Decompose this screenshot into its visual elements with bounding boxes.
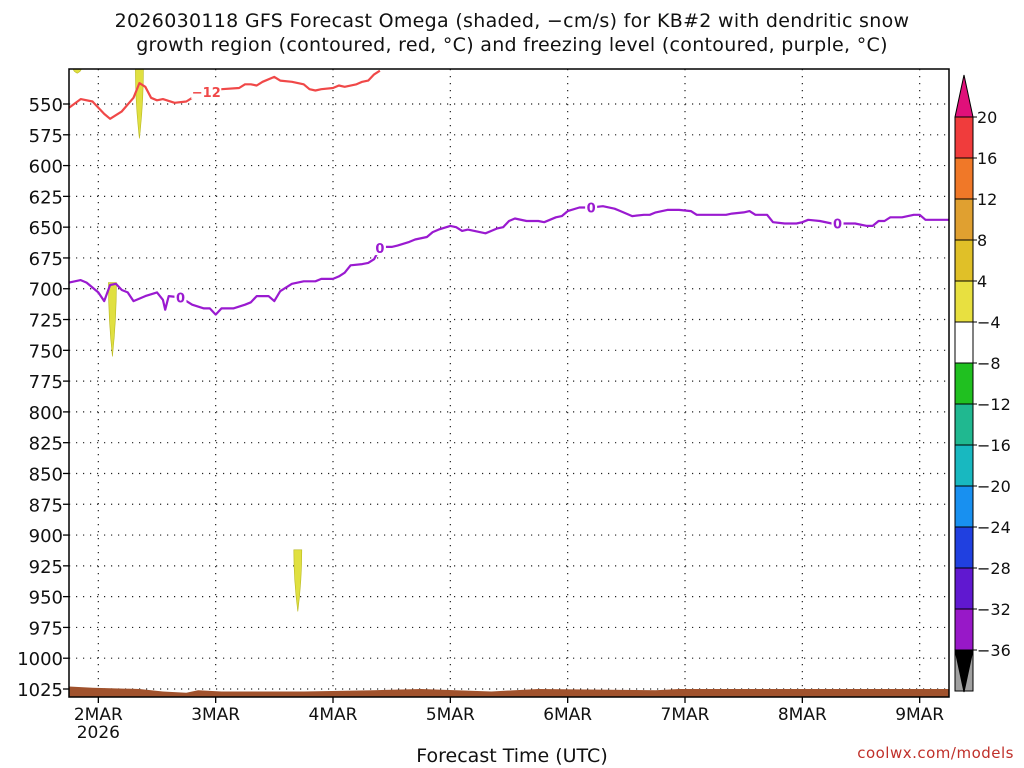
- y-tick-label: 925: [29, 557, 63, 578]
- colorbar-top-arrow: [954, 74, 974, 118]
- colorbar-label: −28: [977, 559, 1011, 578]
- y-tick-label: 600: [29, 157, 63, 178]
- y-tick-label: 900: [29, 526, 63, 547]
- colorbar-label: 20: [977, 108, 997, 127]
- contour-label-bg: [373, 239, 386, 256]
- colorbar: 20 16 12 8 4 −4 −8 −12 −16 −20 −24 −28 −32 −36: [954, 74, 1011, 693]
- colorbar-swatch: [954, 239, 974, 282]
- colorbar-label: −16: [977, 436, 1011, 455]
- colorbar-swatch: [954, 157, 974, 200]
- colorbar-swatch: [954, 403, 974, 446]
- y-tick-label: 950: [29, 588, 63, 609]
- terrain-area: [69, 686, 949, 697]
- colorbar-swatch: [954, 526, 974, 569]
- omega-shade-cell: [108, 282, 117, 357]
- x-tick-label: 8MAR: [778, 705, 827, 725]
- x-tick-label: 5MAR: [426, 705, 475, 725]
- colorbar-swatch: [954, 608, 974, 651]
- contour-label-bg: [191, 82, 222, 99]
- colorbar-label: 12: [977, 190, 997, 209]
- colorbar-swatch: [954, 321, 974, 364]
- contour-label: −12: [192, 86, 221, 101]
- contour-label: 0: [176, 291, 185, 306]
- y-tick-label: 825: [29, 434, 63, 455]
- x-tick-label: 3MAR: [191, 705, 240, 725]
- omega-shade-cell: [72, 68, 82, 74]
- chart-title-line1: 2026030118 GFS Forecast Omega (shaded, −…: [114, 10, 910, 32]
- y-tick-label: 850: [29, 464, 63, 485]
- colorbar-label: −32: [977, 600, 1011, 619]
- contour-label-bg: [831, 214, 844, 231]
- contour-lines: [68, 69, 949, 316]
- y-tick-label: 975: [29, 618, 63, 639]
- y-tick-label: 1025: [17, 680, 63, 701]
- colorbar-swatch: [954, 116, 974, 159]
- y-tick-label: 625: [29, 187, 63, 208]
- dendritic-growth-contour: [68, 69, 381, 120]
- x-tick-label: 7MAR: [661, 705, 710, 725]
- y-tick-label: 575: [29, 126, 63, 147]
- colorbar-bottom-arrow: [954, 649, 974, 693]
- y-tick-label: 800: [29, 403, 63, 424]
- credit-text[interactable]: coolwx.com/models: [857, 744, 1014, 762]
- colorbar-label: −4: [977, 313, 1001, 332]
- colorbar-swatch: [954, 444, 974, 487]
- x-tick-label: 2MAR: [74, 705, 123, 725]
- contour-label: 0: [833, 217, 842, 232]
- colorbar-swatch: [954, 485, 974, 528]
- contour-label: 0: [587, 201, 596, 216]
- colorbar-swatch: [954, 198, 974, 241]
- y-tick-label: 700: [29, 280, 63, 301]
- y-tick-label: 1000: [17, 649, 63, 670]
- x-tick-label: 6MAR: [543, 705, 592, 725]
- colorbar-swatch: [954, 362, 974, 405]
- y-tick-label: 650: [29, 218, 63, 239]
- omega-shading: [72, 68, 303, 612]
- colorbar-label: −8: [977, 354, 1001, 373]
- colorbar-label: −12: [977, 395, 1011, 414]
- colorbar-label: −20: [977, 477, 1011, 496]
- y-tick-label: 750: [29, 341, 63, 362]
- chart-title-line2: growth region (contoured, red, °C) and f…: [136, 34, 888, 56]
- y-tick-label: 775: [29, 372, 63, 393]
- colorbar-label: −36: [977, 641, 1011, 660]
- colorbar-swatch: [954, 280, 974, 323]
- contour-labels: −12 0 0 0 0: [174, 82, 844, 306]
- contour-label: 0: [375, 242, 384, 257]
- plot-frame: [68, 68, 950, 698]
- y-tick-label: 725: [29, 311, 63, 332]
- y-tick-label: 675: [29, 249, 63, 270]
- omega-shade-cell: [293, 549, 303, 612]
- colorbar-label: −24: [977, 518, 1011, 537]
- x-tick-label: 4MAR: [309, 705, 358, 725]
- colorbar-label: 16: [977, 149, 997, 168]
- plot-area: [69, 69, 949, 697]
- contour-label-bg: [585, 198, 598, 215]
- y-tick-label: 550: [29, 95, 63, 116]
- x-tick-year-label: 2026: [77, 723, 120, 743]
- y-tick-label: 875: [29, 495, 63, 516]
- x-tick-label: 9MAR: [895, 705, 944, 725]
- freezing-level-contour: [68, 205, 949, 316]
- colorbar-swatch: [954, 567, 974, 610]
- x-axis-title: Forecast Time (UTC): [416, 745, 608, 767]
- contour-label-bg: [174, 288, 187, 305]
- y-axis: 550 575 600 625 650 675 700 725 750 775 800 825 850 8…: [17, 95, 69, 701]
- terrain-fill: [69, 686, 949, 697]
- colorbar-label: 4: [977, 272, 987, 291]
- colorbar-label: 8: [977, 231, 987, 250]
